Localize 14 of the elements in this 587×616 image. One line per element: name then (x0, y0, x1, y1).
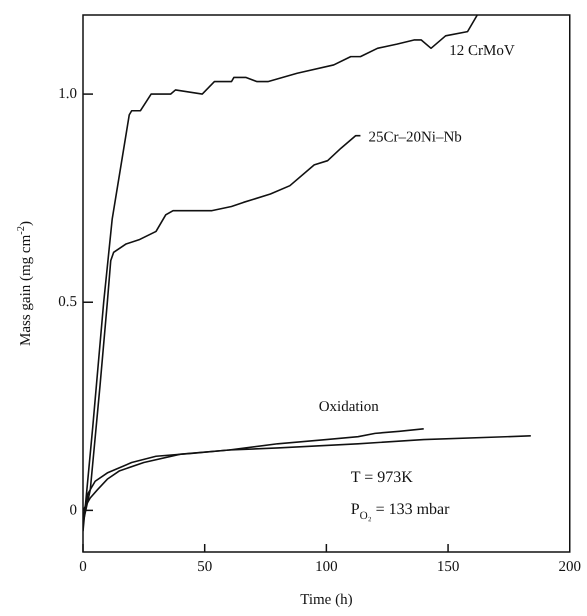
y-tick-label: 0 (70, 502, 77, 518)
series-label: 12 CrMoV (449, 43, 515, 59)
y-tick-label: 1.0 (58, 86, 77, 102)
x-tick-label: 150 (436, 558, 460, 575)
x-axis-title: Time (h) (300, 592, 353, 608)
x-tick-label: 100 (315, 558, 338, 575)
x-tick-label: 0 (79, 558, 87, 575)
y-tick-label: 0.5 (58, 294, 77, 310)
annotation: T = 973K (350, 469, 414, 486)
y-axis-title: Mass gain (mg cm-2) (16, 221, 34, 346)
series-label: Oxidation (318, 398, 380, 415)
series-label: 25Cr–20Ni–Nb (368, 130, 462, 146)
x-tick-label: 200 (558, 558, 581, 575)
x-tick-label: 50 (197, 558, 212, 575)
